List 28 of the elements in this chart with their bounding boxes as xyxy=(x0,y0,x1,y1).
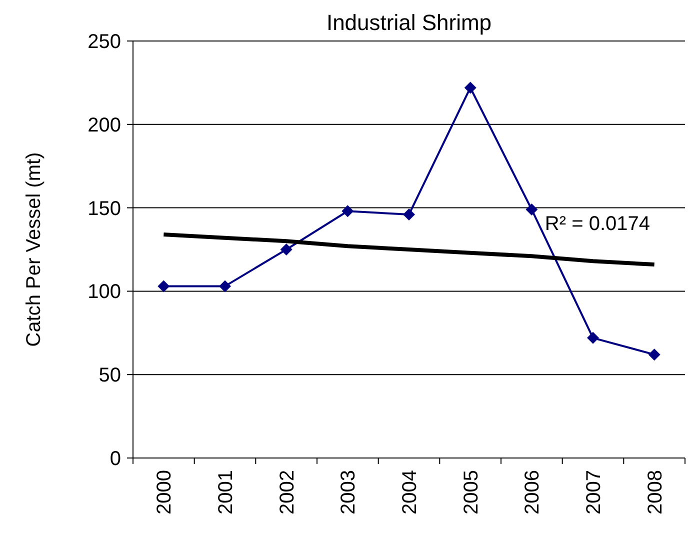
x-tick-label: 2001 xyxy=(215,470,237,514)
x-tick-label: 2002 xyxy=(276,470,298,514)
y-tick-label: 200 xyxy=(88,114,121,136)
point xyxy=(587,332,599,344)
x-tick-label: 2008 xyxy=(644,470,666,514)
y-tick-label: 150 xyxy=(88,198,121,220)
x-tick-label: 2005 xyxy=(460,470,482,514)
annotation: R² = 0.0174 xyxy=(544,213,650,235)
point xyxy=(526,203,538,216)
x-tick-label: 2006 xyxy=(522,470,544,514)
chart-title: Industrial Shrimp xyxy=(326,10,492,35)
x-tick-label: 2007 xyxy=(583,470,605,514)
x-tick-label: 2004 xyxy=(399,470,421,514)
point xyxy=(219,280,231,292)
point xyxy=(158,280,170,292)
point xyxy=(280,244,292,256)
point xyxy=(464,82,476,94)
y-tick-label: 50 xyxy=(98,364,121,387)
x-tick-label: 2003 xyxy=(338,470,360,514)
y-tick-label: 100 xyxy=(88,281,121,304)
y-tick-label: 0 xyxy=(110,448,121,470)
point xyxy=(342,205,354,218)
y-tick-label: 250 xyxy=(88,31,121,53)
point xyxy=(403,208,415,220)
point xyxy=(648,348,660,361)
line-series xyxy=(162,232,656,267)
x-tick-label: 2000 xyxy=(154,470,176,514)
y-axis-title: Catch Per Vessel (mt) xyxy=(23,152,45,347)
